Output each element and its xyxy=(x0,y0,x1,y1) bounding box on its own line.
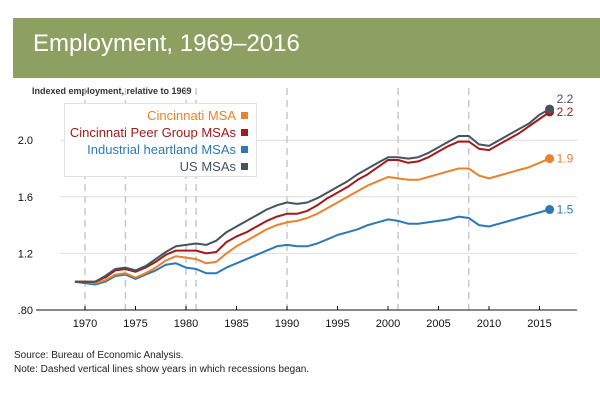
legend-item-cincinnati: Cincinnati MSA xyxy=(147,108,248,123)
endpoint-marker xyxy=(545,154,555,164)
legend: Cincinnati MSA Cincinnati Peer Group MSA… xyxy=(64,103,257,177)
title-banner: Employment, 1969–2016 xyxy=(13,18,600,78)
legend-label: Industrial heartland MSAs xyxy=(87,142,236,157)
legend-swatch xyxy=(241,112,248,119)
y-tick-label: 1.2 xyxy=(18,248,33,260)
series-lines xyxy=(74,108,551,286)
x-tick-label: 1990 xyxy=(275,318,299,330)
endpoint-marker xyxy=(545,104,555,114)
end-value-label: 2.2 xyxy=(557,92,574,106)
legend-swatch xyxy=(241,163,248,170)
recession-note: Note: Dashed vertical lines show years i… xyxy=(14,364,310,375)
endpoint-marker xyxy=(545,205,555,215)
series-line-industrial-heartland-msas xyxy=(74,208,550,286)
legend-label: US MSAs xyxy=(179,159,236,174)
x-tick-label: 1980 xyxy=(174,318,198,330)
legend-item-industrial-heartland: Industrial heartland MSAs xyxy=(87,142,248,157)
x-tick-label: 1970 xyxy=(73,318,97,330)
series-line-cincinnati-msa xyxy=(74,157,550,285)
series-line-cincinnati-peer-group-msas xyxy=(74,111,551,283)
legend-item-peer-group: Cincinnati Peer Group MSAs xyxy=(70,125,248,140)
x-tick-label: 2005 xyxy=(426,318,450,330)
y-tick-label: 2.0 xyxy=(18,135,33,147)
x-tick-label: 2000 xyxy=(376,318,400,330)
legend-label: Cincinnati MSA xyxy=(147,108,236,123)
x-tick-label: 1975 xyxy=(123,318,147,330)
x-tick-label: 1995 xyxy=(325,318,349,330)
legend-swatch xyxy=(241,129,248,136)
y-tick-label: 1.6 xyxy=(18,192,33,204)
end-value-label: 2.2 xyxy=(557,105,574,119)
y-axis-label: Indexed employment, relative to 1969 xyxy=(32,86,192,96)
legend-swatch xyxy=(241,146,248,153)
end-value-label: 1.9 xyxy=(557,152,574,166)
axes: .80 1.2 1.6 2.0 1970 1975 1980 1985 1990 1995 2000… xyxy=(18,135,577,330)
chart-title: Employment, 1969–2016 xyxy=(33,30,300,57)
series-endpoints: 1.5 1.9 2.22.2 xyxy=(545,92,574,217)
legend-label: Cincinnati Peer Group MSAs xyxy=(69,125,236,140)
x-tick-label: 2015 xyxy=(527,318,551,330)
x-tick-label: 1985 xyxy=(224,318,248,330)
series-line-us-msas xyxy=(74,108,551,283)
end-value-label: 1.5 xyxy=(557,203,574,217)
y-tick-label: .80 xyxy=(18,305,33,317)
source-note: Source: Bureau of Economic Analysis. xyxy=(14,350,184,361)
x-tick-label: 2010 xyxy=(477,318,501,330)
legend-item-us-msas: US MSAs xyxy=(180,159,248,174)
